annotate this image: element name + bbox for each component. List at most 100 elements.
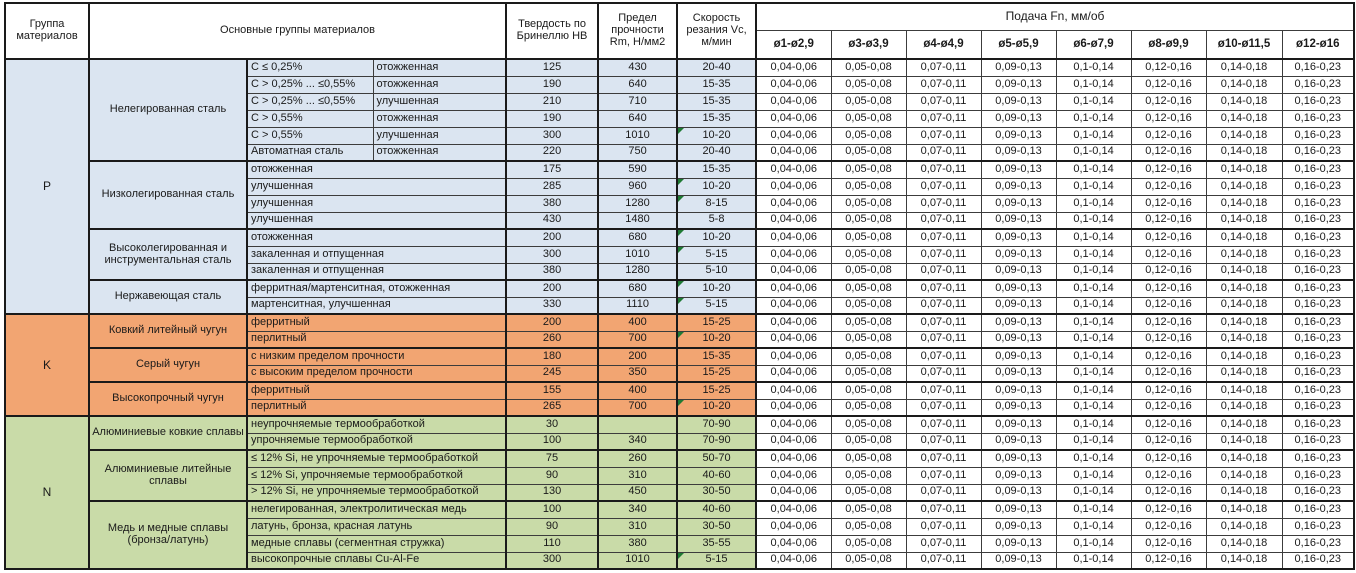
feed-value-cell: 0,09-0,13 — [980, 194, 1057, 213]
feed-value-cell: 0,14-0,18 — [1205, 466, 1283, 485]
feed-value-cell: 0,05-0,08 — [830, 330, 907, 349]
feed-value-cell: 0,14-0,18 — [1205, 415, 1283, 434]
feed-value-cell: 0,1-0,14 — [1055, 432, 1132, 451]
feed-value-cell: 0,05-0,08 — [830, 500, 907, 519]
material-cell: мартенситная, улучшенная — [245, 296, 507, 315]
group-letter-cell: K — [4, 313, 90, 417]
header-feed-range: ø3-ø3,9 — [830, 29, 907, 60]
feed-value-cell: 0,09-0,13 — [980, 109, 1057, 128]
cutting-speed-cell-with-comment-flag: 10-20 — [676, 279, 757, 298]
feed-value-cell: 0,05-0,08 — [830, 211, 907, 230]
hardness-cell: 90 — [505, 517, 599, 536]
feed-value-cell: 0,16-0,23 — [1281, 58, 1355, 77]
feed-value-cell: 0,12-0,16 — [1130, 160, 1207, 179]
feed-value-cell: 0,07-0,11 — [905, 534, 982, 553]
cutting-speed-cell-with-comment-flag: 5-15 — [676, 551, 757, 570]
feed-value-cell: 0,04-0,06 — [755, 449, 832, 468]
table-row: Алюминиевые литейные сплавы ≤ 12% Si, не … — [5, 449, 1355, 502]
header-feed-range: ø6-ø7,9 — [1055, 29, 1132, 60]
material-group-cell: Медь и медные сплавы (бронза/латунь) — [88, 500, 248, 570]
feed-value-cell: 0,09-0,13 — [980, 415, 1057, 434]
feed-value-cell: 0,16-0,23 — [1281, 262, 1355, 281]
cutting-speed-cell-with-comment-flag: 10-20 — [676, 126, 757, 145]
feed-value-cell: 0,09-0,13 — [980, 160, 1057, 179]
feed-value-cell: 0,16-0,23 — [1281, 279, 1355, 298]
feed-value-cell: 0,1-0,14 — [1055, 466, 1132, 485]
hardness-cell: 190 — [505, 109, 599, 128]
header-material-group: Группа материалов — [4, 2, 90, 60]
table-row: Высокопрочный чугун ферритный 155 400 15-25 0… — [5, 381, 1355, 417]
tensile-strength-cell: 1010 — [597, 245, 678, 264]
feed-value-cell: 0,05-0,08 — [830, 398, 907, 417]
feed-value-cell: 0,04-0,06 — [755, 534, 832, 553]
feed-value-cell: 0,16-0,23 — [1281, 534, 1355, 553]
feed-value-cell: 0,07-0,11 — [905, 347, 982, 366]
material-group-cell: Серый чугун — [88, 347, 248, 383]
feed-value-cell: 0,1-0,14 — [1055, 398, 1132, 417]
cutting-speed-cell: 15-25 — [676, 313, 757, 332]
hardness-cell: 330 — [505, 296, 599, 315]
feed-value-cell: 0,05-0,08 — [830, 415, 907, 434]
feed-value-cell: 0,05-0,08 — [830, 160, 907, 179]
feed-value-cell: 0,1-0,14 — [1055, 228, 1132, 247]
feed-value-cell: 0,04-0,06 — [755, 381, 832, 400]
group-letter-cell: P — [4, 58, 90, 315]
feed-value-cell: 0,07-0,11 — [905, 177, 982, 196]
cutting-speed-cell-with-comment-flag: 5-15 — [676, 245, 757, 264]
hardness-cell: 200 — [505, 228, 599, 247]
hardness-cell: 260 — [505, 330, 599, 349]
tensile-strength-cell: 450 — [597, 483, 678, 502]
hardness-cell: 245 — [505, 364, 599, 383]
hardness-cell: 380 — [505, 194, 599, 213]
feed-value-cell: 0,09-0,13 — [980, 330, 1057, 349]
feed-value-cell: 0,05-0,08 — [830, 177, 907, 196]
feed-value-cell: 0,05-0,08 — [830, 126, 907, 145]
tensile-strength-cell — [597, 415, 678, 434]
feed-value-cell: 0,1-0,14 — [1055, 160, 1132, 179]
feed-value-cell: 0,14-0,18 — [1205, 296, 1283, 315]
feed-value-cell: 0,16-0,23 — [1281, 109, 1355, 128]
feed-value-cell: 0,1-0,14 — [1055, 296, 1132, 315]
feed-value-cell: 0,16-0,23 — [1281, 160, 1355, 179]
table-row: ≤ 12% Si, упрочняемые термообработкой 90 3… — [5, 466, 1355, 485]
feed-value-cell: 0,16-0,23 — [1281, 415, 1355, 434]
feed-value-cell: 0,14-0,18 — [1205, 75, 1283, 94]
material-cell: улучшенная — [245, 211, 507, 230]
feed-value-cell: 0,14-0,18 — [1205, 194, 1283, 213]
material-cell: с высоким пределом прочности — [245, 364, 507, 383]
header-brinell-hardness: Твердость по Бринеллю HB — [505, 2, 599, 60]
tensile-strength-cell: 1480 — [597, 211, 678, 230]
feed-value-cell: 0,12-0,16 — [1130, 551, 1207, 570]
material-cell: закаленная и отпущенная — [245, 245, 507, 264]
feed-value-cell: 0,09-0,13 — [980, 449, 1057, 468]
hardness-cell: 190 — [505, 75, 599, 94]
header-feed-range: ø5-ø5,9 — [980, 29, 1057, 60]
table-row: Нержавеющая сталь ферритная/мартенситная,… — [5, 279, 1355, 315]
feed-value-cell: 0,1-0,14 — [1055, 92, 1132, 111]
cutting-speed-cell: 15-35 — [676, 92, 757, 111]
feed-value-cell: 0,07-0,11 — [905, 551, 982, 570]
tensile-strength-cell: 1010 — [597, 551, 678, 570]
feed-value-cell: 0,16-0,23 — [1281, 483, 1355, 502]
table-row: мартенситная, улучшенная 330 1110 5-15 0,04-… — [5, 296, 1355, 315]
feed-value-cell: 0,05-0,08 — [830, 109, 907, 128]
material-spec-cell: C > 0,25% ... ≤0,55% — [246, 75, 374, 94]
feed-value-cell: 0,12-0,16 — [1130, 75, 1207, 94]
header-feed-range: ø4-ø4,9 — [905, 29, 982, 60]
hardness-cell: 180 — [505, 347, 599, 366]
feed-value-cell: 0,07-0,11 — [905, 398, 982, 417]
feed-value-cell: 0,14-0,18 — [1205, 364, 1283, 383]
material-group-cell: Алюминиевые литейные сплавы — [88, 449, 248, 502]
feed-value-cell: 0,12-0,16 — [1130, 517, 1207, 536]
feed-value-cell: 0,09-0,13 — [980, 228, 1057, 247]
feed-value-cell: 0,04-0,06 — [755, 551, 832, 570]
feed-value-cell: 0,12-0,16 — [1130, 296, 1207, 315]
cutting-speed-cell: 30-50 — [676, 517, 757, 536]
feed-value-cell: 0,16-0,23 — [1281, 245, 1355, 264]
feed-value-cell: 0,12-0,16 — [1130, 415, 1207, 434]
feed-value-cell: 0,1-0,14 — [1055, 313, 1132, 332]
feed-value-cell: 0,1-0,14 — [1055, 364, 1132, 383]
table-row: N Алюминиевые ковкие сплавы неупрочняемые … — [4, 415, 1355, 570]
material-group-cell: Высоколегированная и инструментальная ст… — [88, 228, 248, 281]
material-cell: улучшенная — [245, 177, 507, 196]
